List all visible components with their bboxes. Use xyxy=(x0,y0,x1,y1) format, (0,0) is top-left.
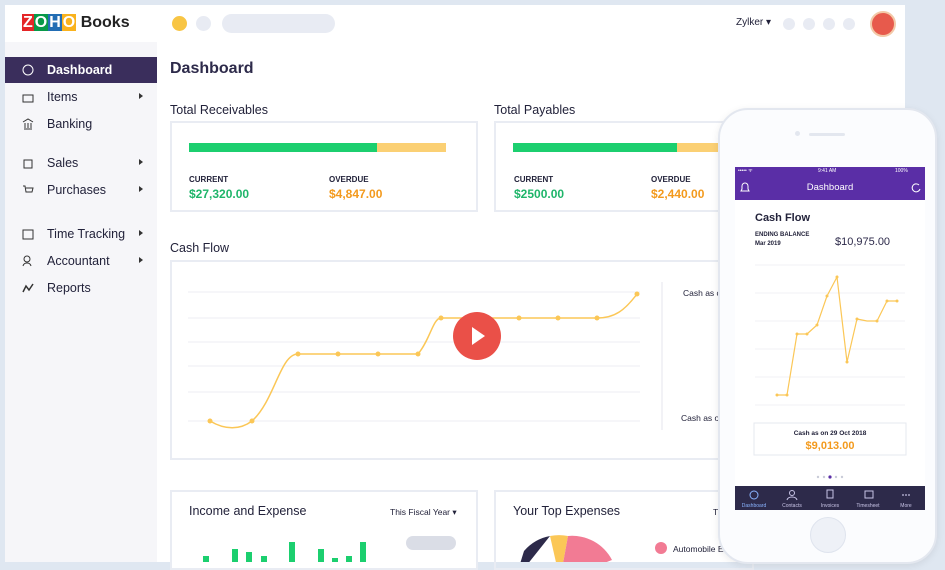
card-title: Total Receivables xyxy=(170,103,268,117)
icon xyxy=(22,94,34,103)
bell-icon[interactable] xyxy=(739,182,751,194)
label: OVERDUE xyxy=(329,175,369,184)
ending-value: $10,975.00 xyxy=(835,236,891,248)
refresh-icon[interactable] xyxy=(910,182,922,194)
toggle[interactable] xyxy=(406,536,456,550)
label: Time Tracking xyxy=(47,227,126,241)
dot xyxy=(172,16,187,31)
bar-overdue xyxy=(677,143,737,152)
logo-letter: Z xyxy=(22,14,34,31)
amount: $2500.00 xyxy=(514,187,565,201)
amount: $2,440.00 xyxy=(651,187,705,201)
nav-item[interactable]: Sales xyxy=(5,150,157,176)
cash-as-on: Cash as on 29 Oct 2018 xyxy=(793,430,867,437)
phone-speaker xyxy=(809,133,845,136)
label: Items xyxy=(47,90,78,104)
bar-current xyxy=(513,143,677,152)
label: Sales xyxy=(47,156,79,170)
card-title: Your Top Expenses xyxy=(513,504,621,518)
icon[interactable] xyxy=(843,18,855,30)
phone-title: Dashboard xyxy=(806,182,854,193)
label: Purchases xyxy=(47,183,107,197)
page-title: Dashboard xyxy=(170,60,254,77)
tab[interactable]: Timesheet xyxy=(856,503,880,509)
period-select[interactable]: T xyxy=(713,507,719,517)
home-button[interactable] xyxy=(810,517,846,553)
label: CURRENT xyxy=(189,175,229,184)
nav-item[interactable]: Purchases xyxy=(5,177,157,203)
status-battery: 100% xyxy=(895,168,908,174)
nav-item[interactable]: Banking xyxy=(5,111,157,137)
card-title: Income and Expense xyxy=(189,504,307,518)
nav-item[interactable]: Accountant xyxy=(5,248,157,274)
legend-item: Automobile E xyxy=(673,544,724,554)
receivables-card xyxy=(170,121,478,212)
icon xyxy=(22,255,32,267)
cash-value: $9,013.00 xyxy=(805,440,855,452)
icon[interactable] xyxy=(803,18,815,30)
phone-header xyxy=(735,167,925,200)
card-title: Total Payables xyxy=(494,103,576,117)
status-carrier: ••••• ᯤ xyxy=(738,168,753,174)
dot xyxy=(196,16,211,31)
logo-product: Books xyxy=(80,14,130,31)
icon[interactable] xyxy=(823,18,835,30)
cash-label: Cash as c xyxy=(683,288,721,298)
search-bar[interactable] xyxy=(222,14,335,33)
nav-item[interactable]: Reports xyxy=(5,275,157,301)
nav-item[interactable]: Dashboard xyxy=(5,57,157,83)
ending-date: Mar 2019 xyxy=(755,241,781,247)
tab[interactable]: Dashboard xyxy=(741,503,767,509)
icon xyxy=(22,64,34,76)
amount: $27,320.00 xyxy=(189,187,250,201)
logo-letter: O xyxy=(33,14,49,31)
icon xyxy=(22,229,34,240)
bar-current xyxy=(189,143,377,152)
status-time: 9:41 AM xyxy=(818,168,837,174)
tab[interactable]: More xyxy=(900,503,912,509)
label: Dashboard xyxy=(47,63,113,77)
avatar[interactable] xyxy=(870,11,896,37)
phone-screen xyxy=(735,167,925,510)
phone-camera xyxy=(795,131,800,136)
label: Accountant xyxy=(47,254,110,268)
nav-item[interactable]: Time Tracking xyxy=(5,221,157,247)
icon xyxy=(22,118,34,130)
org-switcher[interactable]: Zylker ▾ xyxy=(736,17,772,28)
cash-label: Cash as o xyxy=(681,413,720,423)
card-title: Cash Flow xyxy=(170,241,230,255)
period-select[interactable]: This Fiscal Year ▾ xyxy=(390,507,457,517)
logo-letter: H xyxy=(48,14,62,31)
tab[interactable]: Invoices xyxy=(820,503,840,509)
icon[interactable] xyxy=(783,18,795,30)
icon xyxy=(23,185,34,193)
label: CURRENT xyxy=(514,175,554,184)
phone-card-title: Cash Flow xyxy=(755,212,811,224)
logo-letter: O xyxy=(61,14,77,31)
bar-overdue xyxy=(377,143,446,152)
tab[interactable]: Contacts xyxy=(782,503,802,509)
nav-item[interactable]: Items xyxy=(5,84,157,110)
amount: $4,847.00 xyxy=(329,187,383,201)
label: Banking xyxy=(47,117,93,131)
ending-label: ENDING BALANCE xyxy=(755,232,810,238)
icon xyxy=(22,283,34,293)
label: Reports xyxy=(47,281,91,295)
payables-card xyxy=(494,121,754,212)
icon xyxy=(23,159,33,169)
label: OVERDUE xyxy=(651,175,691,184)
